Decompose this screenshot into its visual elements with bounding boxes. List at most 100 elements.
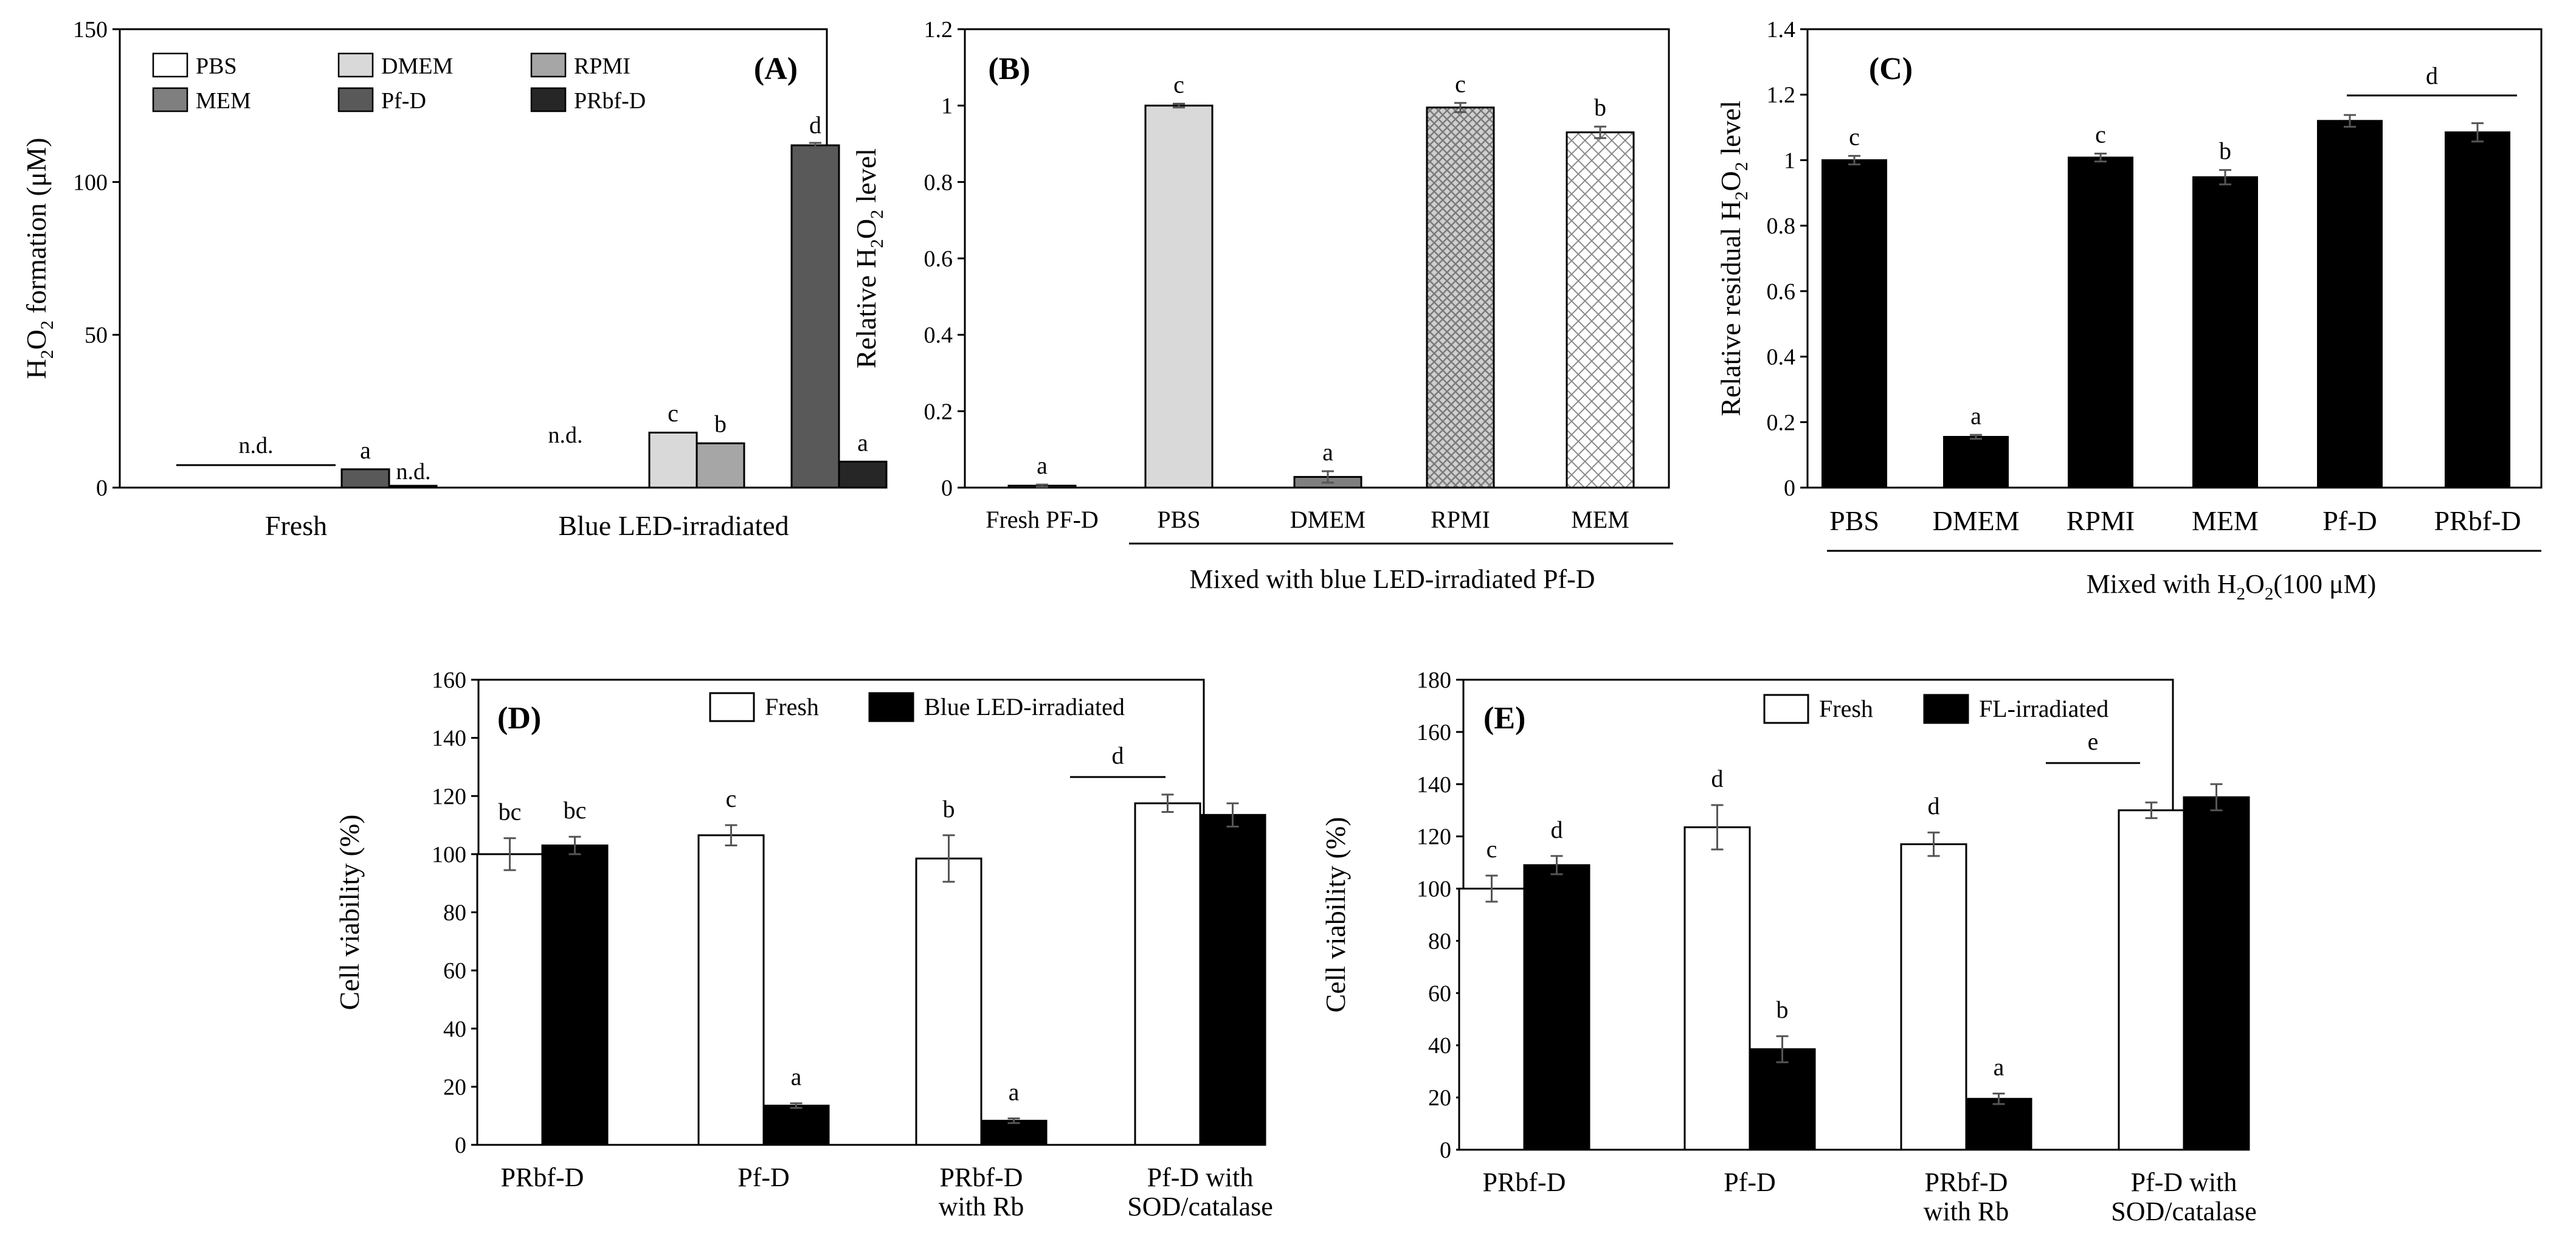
y-tick-label: 140 <box>432 726 466 751</box>
significance-letter: b <box>1777 996 1789 1023</box>
significance-letter: a <box>857 429 868 456</box>
x-group-label-part: (100 μM) <box>2273 569 2376 599</box>
y-tick-label: 120 <box>1417 824 1451 850</box>
legend-label: RPMI <box>574 54 630 79</box>
x-tick-label: PRbf-D <box>940 1162 1023 1192</box>
y-tick-label: 20 <box>1428 1085 1451 1111</box>
significance-letter: a <box>791 1063 802 1091</box>
legend-label: DMEM <box>381 54 453 79</box>
legend-swatch <box>152 52 188 78</box>
panel: 0 20 40 60 80 100 120 140 160 Cell viability (%) (… <box>334 668 1273 1221</box>
bar <box>1426 106 1495 489</box>
legend-swatch <box>709 692 755 722</box>
legend-label: FL-irradiated <box>1979 695 2108 722</box>
bar <box>340 468 390 489</box>
legend-label: Pf-D <box>381 88 426 114</box>
significance-letter: c <box>668 399 679 427</box>
x-tick-label: MEM <box>2192 505 2259 536</box>
y-tick-label: 0.8 <box>1767 213 1796 239</box>
legend-swatch <box>530 87 567 112</box>
x-tick-label: PRbf-D <box>1483 1167 1566 1197</box>
y-tick-label: 0 <box>1440 1138 1451 1163</box>
y-tick-label: 80 <box>1428 928 1451 954</box>
y-axis-label-part: O <box>1715 171 1746 191</box>
x-group-label: Mixed with blue LED-irradiated Pf-D <box>1189 564 1595 594</box>
significance-letter: bc <box>564 796 587 824</box>
y-tick-label: 1.2 <box>924 17 953 43</box>
y-axis-label-part: Relative residual H <box>1715 201 1746 416</box>
plot-frame <box>1806 28 2543 489</box>
bar <box>915 857 982 1146</box>
y-tick-label: 1.4 <box>1767 17 1796 43</box>
y-tick-label: 1 <box>941 94 953 119</box>
nd-label: n.d. <box>548 423 583 448</box>
significance-letter: d <box>809 111 821 139</box>
x-tick-label: MEM <box>1571 506 1629 533</box>
x-group-label: Mixed with H2O2(100 μM) <box>2087 569 2377 604</box>
x-tick-label: Pf-D <box>1724 1167 1776 1197</box>
bar <box>2192 176 2258 489</box>
x-tick-label: PRbf-D <box>1925 1167 2008 1197</box>
significance-letter: bc <box>499 798 522 826</box>
bar <box>1523 864 1590 1151</box>
significance-letter: d <box>1928 792 1940 820</box>
significance-letter: c <box>1849 123 1860 150</box>
y-tick-label: 0.2 <box>924 399 953 424</box>
x-tick-label: SOD/catalase <box>1127 1192 1272 1221</box>
y-axis-label-part: level <box>851 148 882 210</box>
bar <box>1199 813 1266 1146</box>
x-tick-label: with Rb <box>939 1192 1024 1221</box>
significance-letter: a <box>1994 1054 2005 1081</box>
x-tick-label: PRbf-D <box>501 1162 584 1192</box>
x-tick-label: DMEM <box>1932 505 2019 536</box>
y-tick-label: 50 <box>85 323 108 348</box>
x-tick-label: Pf-D with <box>1147 1162 1254 1192</box>
y-axis-label-part: 2 <box>37 320 57 330</box>
significance-letter: a <box>1037 452 1048 479</box>
bar <box>697 834 765 1146</box>
significance-letter: c <box>1173 71 1184 98</box>
y-axis-label: Cell viability (%) <box>334 815 365 1010</box>
significance-letter: a <box>1009 1078 1020 1105</box>
x-tick-label: Pf-D with <box>2131 1167 2237 1197</box>
legend-swatch <box>1763 694 1809 724</box>
bar <box>1144 105 1214 489</box>
y-axis-label-part: 2 <box>867 239 887 248</box>
y-axis-label-part: 2 <box>37 350 57 359</box>
y-axis-label-part: 2 <box>1732 192 1752 201</box>
panel-label: (E) <box>1483 701 1525 736</box>
legend-swatch <box>530 52 567 78</box>
bar <box>2183 796 2250 1151</box>
panel-label: (B) <box>988 52 1030 86</box>
y-tick-label: 0 <box>1784 475 1795 501</box>
y-tick-label: 40 <box>1428 1033 1451 1059</box>
x-group-label-part: 2 <box>2265 584 2274 604</box>
nd-label: n.d. <box>239 433 274 458</box>
legend-swatch <box>152 87 188 112</box>
y-axis-label: Relative residual H2O2 level <box>1715 100 1752 416</box>
legend-label: PBS <box>196 54 237 79</box>
bar <box>762 1104 830 1146</box>
y-tick-label: 160 <box>432 668 466 693</box>
y-tick-label: 0 <box>941 475 953 501</box>
x-group-label: Fresh <box>265 510 327 541</box>
significance-letter: b <box>2219 137 2231 165</box>
y-axis-label-part: Relative H <box>851 248 882 368</box>
y-tick-label: 120 <box>432 784 466 809</box>
x-tick-label: PBS <box>1157 506 1200 533</box>
x-tick-label: SOD/catalase <box>2111 1197 2256 1226</box>
bar <box>541 845 609 1146</box>
y-tick-label: 80 <box>443 900 466 926</box>
legend-label: Blue LED-irradiated <box>924 693 1125 720</box>
x-tick-label: Pf-D <box>2322 505 2377 536</box>
bar <box>980 1119 1048 1146</box>
x-tick-label: DMEM <box>1290 506 1366 533</box>
x-tick-label: Pf-D <box>737 1162 790 1192</box>
bar <box>790 144 840 489</box>
nd-label: n.d. <box>396 459 431 485</box>
bar <box>476 853 544 1146</box>
bar <box>1943 436 2009 489</box>
